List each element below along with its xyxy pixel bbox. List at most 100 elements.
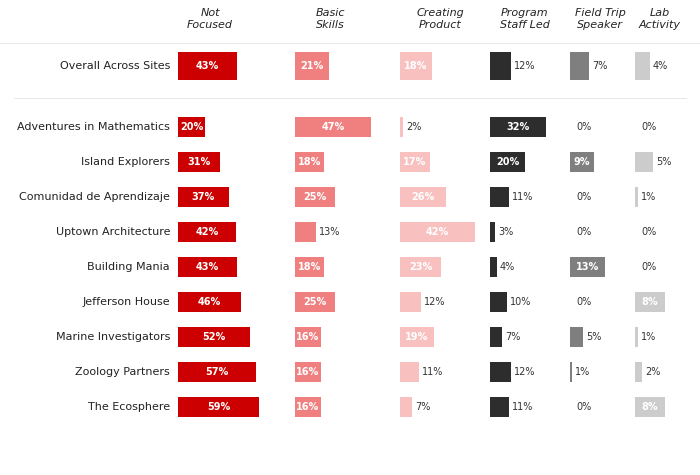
Bar xyxy=(400,257,441,277)
Text: Zoology Partners: Zoology Partners xyxy=(76,367,170,377)
Bar xyxy=(295,187,335,207)
Bar xyxy=(178,327,250,347)
Text: Focused: Focused xyxy=(187,20,233,30)
Text: 52%: 52% xyxy=(202,332,225,342)
Bar xyxy=(400,117,403,137)
Text: 7%: 7% xyxy=(592,61,608,71)
Text: 4%: 4% xyxy=(500,262,515,272)
Bar xyxy=(570,257,605,277)
Text: 31%: 31% xyxy=(188,157,211,167)
Bar xyxy=(178,292,241,312)
Bar xyxy=(635,187,638,207)
Bar xyxy=(635,152,653,172)
Text: Marine Investigators: Marine Investigators xyxy=(55,332,170,342)
Text: 2%: 2% xyxy=(406,122,421,132)
Bar xyxy=(635,362,642,382)
Bar xyxy=(295,257,324,277)
Text: 7%: 7% xyxy=(415,402,430,412)
Text: 59%: 59% xyxy=(207,402,230,412)
Text: 26%: 26% xyxy=(412,192,435,202)
Text: 0%: 0% xyxy=(576,192,592,202)
Text: 46%: 46% xyxy=(198,297,221,307)
Text: Adventures in Mathematics: Adventures in Mathematics xyxy=(17,122,170,132)
Bar xyxy=(490,257,497,277)
Text: Staff Led: Staff Led xyxy=(500,20,550,30)
Bar xyxy=(490,327,502,347)
Text: 32%: 32% xyxy=(506,122,530,132)
Bar xyxy=(400,362,419,382)
Text: Uptown Architecture: Uptown Architecture xyxy=(55,227,170,237)
Text: 4%: 4% xyxy=(653,61,668,71)
Bar xyxy=(295,152,324,172)
Text: 43%: 43% xyxy=(196,262,219,272)
Text: 1%: 1% xyxy=(641,192,657,202)
Text: 0%: 0% xyxy=(576,122,592,132)
Text: Program: Program xyxy=(501,8,549,18)
Text: 25%: 25% xyxy=(303,192,327,202)
Bar xyxy=(490,117,546,137)
Text: 43%: 43% xyxy=(196,61,219,71)
Bar xyxy=(400,327,434,347)
Text: 57%: 57% xyxy=(205,367,229,377)
Bar xyxy=(570,52,589,80)
Text: Building Mania: Building Mania xyxy=(88,262,170,272)
Text: Field Trip: Field Trip xyxy=(575,8,625,18)
Text: 37%: 37% xyxy=(192,192,215,202)
Text: Not: Not xyxy=(200,8,220,18)
Text: 11%: 11% xyxy=(422,367,443,377)
Bar xyxy=(635,52,650,80)
Bar xyxy=(178,187,229,207)
Bar xyxy=(490,222,495,242)
Text: The Ecosphere: The Ecosphere xyxy=(88,402,170,412)
Text: 1%: 1% xyxy=(575,367,590,377)
Text: 8%: 8% xyxy=(642,402,658,412)
Text: 13%: 13% xyxy=(576,262,599,272)
Text: 7%: 7% xyxy=(505,332,520,342)
Bar xyxy=(400,52,432,80)
Bar xyxy=(178,222,236,242)
Text: 16%: 16% xyxy=(296,367,320,377)
Text: 0%: 0% xyxy=(576,402,592,412)
Text: 2%: 2% xyxy=(645,367,660,377)
Text: 18%: 18% xyxy=(405,61,428,71)
Text: 18%: 18% xyxy=(298,262,321,272)
Text: Basic: Basic xyxy=(315,8,344,18)
Bar xyxy=(400,152,430,172)
Bar xyxy=(295,397,321,417)
Text: Overall Across Sites: Overall Across Sites xyxy=(60,61,170,71)
Text: 20%: 20% xyxy=(180,122,203,132)
Text: 42%: 42% xyxy=(195,227,218,237)
Text: 0%: 0% xyxy=(576,227,592,237)
Bar xyxy=(490,362,511,382)
Bar xyxy=(570,152,594,172)
Text: 23%: 23% xyxy=(409,262,432,272)
Text: 12%: 12% xyxy=(514,61,536,71)
Text: Comunidad de Aprendizaje: Comunidad de Aprendizaje xyxy=(19,192,170,202)
Bar xyxy=(490,397,509,417)
Bar xyxy=(490,52,511,80)
Text: 3%: 3% xyxy=(498,227,513,237)
Text: 12%: 12% xyxy=(514,367,536,377)
Text: 25%: 25% xyxy=(303,297,327,307)
Bar xyxy=(400,222,475,242)
Bar xyxy=(178,257,237,277)
Bar xyxy=(178,52,237,80)
Bar xyxy=(178,152,220,172)
Text: 0%: 0% xyxy=(641,227,657,237)
Text: 10%: 10% xyxy=(510,297,531,307)
Bar xyxy=(490,152,525,172)
Bar xyxy=(490,292,507,312)
Text: Jefferson House: Jefferson House xyxy=(83,297,170,307)
Bar xyxy=(635,327,638,347)
Bar xyxy=(295,362,321,382)
Text: 13%: 13% xyxy=(319,227,340,237)
Bar xyxy=(400,292,421,312)
Bar xyxy=(295,327,321,347)
Text: Speaker: Speaker xyxy=(577,20,623,30)
Text: 11%: 11% xyxy=(512,402,533,412)
Text: 12%: 12% xyxy=(424,297,445,307)
Bar xyxy=(295,222,316,242)
Text: 42%: 42% xyxy=(426,227,449,237)
Text: 20%: 20% xyxy=(496,157,519,167)
Bar xyxy=(295,52,329,80)
